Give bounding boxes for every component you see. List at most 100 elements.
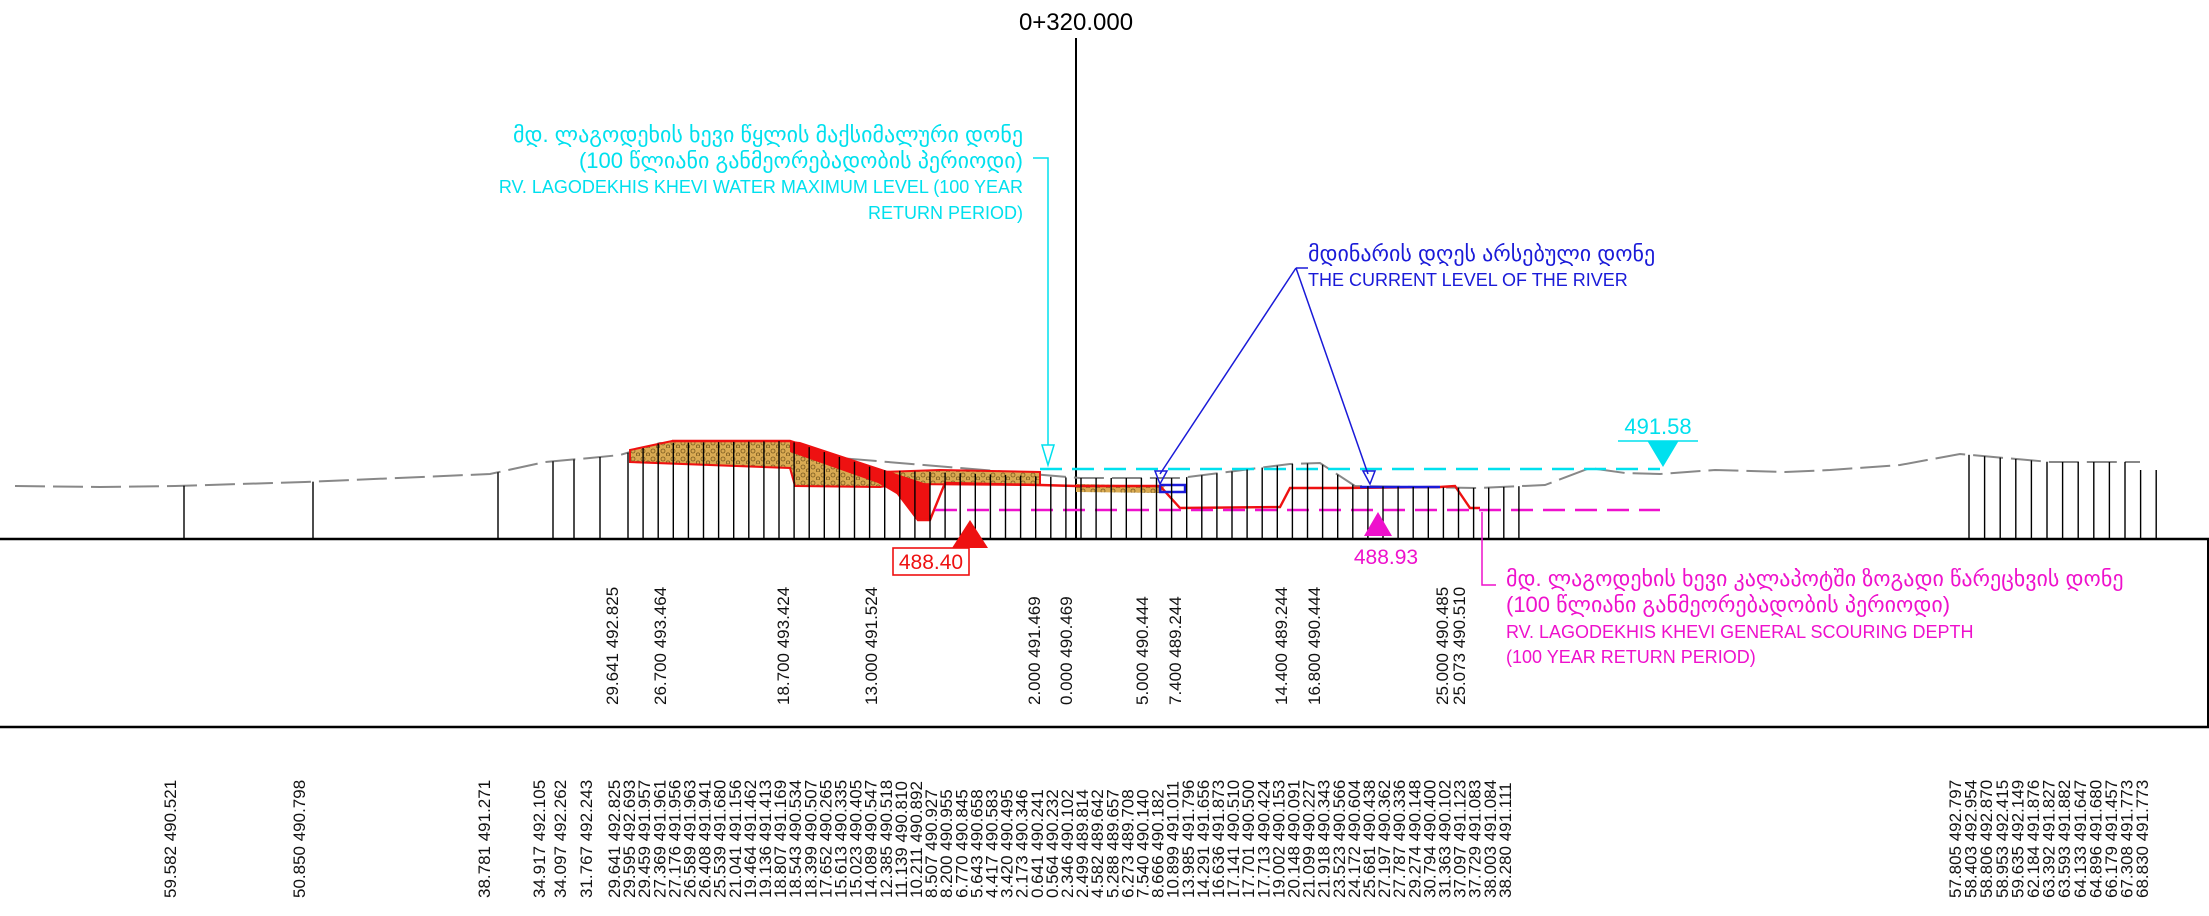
lower-column-entry: 62.184 491.876 (2024, 780, 2043, 898)
lower-column-entry: 63.392 491.827 (2040, 780, 2059, 898)
lower-column-entry: 67.308 491.773 (2118, 780, 2137, 898)
lower-column-entry: 30.794 490.400 (1420, 780, 1439, 898)
lower-column-entry: 10.211 490.892 (907, 781, 926, 898)
lower-offset-elevation-table: 59.582 490.521 50.850 490.798 38.781 491.2… (161, 780, 2152, 898)
lower-column-entry: 20.148 490.091 (1285, 780, 1304, 898)
upper-offset-elevation-table: 29.641 492.825 26.700 493.464 18.700 493.4… (603, 587, 1469, 705)
scour-marker: 488.93 (1354, 512, 1418, 569)
upper-column-entry: 25.073 490.510 (1450, 587, 1469, 705)
lower-column-entry: 18.543 490.534 (786, 780, 805, 898)
lower-column-entry: 34.917 492.105 (530, 780, 549, 898)
lower-column-entry: 4.582 489.642 (1088, 789, 1107, 898)
lower-column-entry: 27.197 490.362 (1375, 780, 1394, 898)
lower-column-entry: 26.589 491.963 (681, 780, 700, 898)
lower-column-entry: 34.097 492.262 (551, 780, 570, 898)
lower-column-entry: 19.136 491.413 (756, 780, 775, 898)
lower-column-entry: 10.899 491.011 (1164, 781, 1183, 898)
lower-column-entry: 8.666 490.182 (1149, 789, 1168, 898)
scouring-leader (1481, 512, 1496, 586)
upper-column-entry: 2.000 491.469 (1025, 596, 1044, 705)
lower-column-entry: 19.464 491.462 (741, 780, 760, 898)
lower-column-entry: 18.807 491.169 (771, 780, 790, 898)
lower-column-entry: 26.408 491.941 (696, 780, 715, 898)
lower-column-entry: 21.041 491.156 (726, 780, 745, 898)
bed-bottom-box (892, 547, 970, 576)
lower-column-entry: 0.641 490.241 (1028, 789, 1047, 898)
lower-column-entry: 7.540 490.140 (1134, 789, 1153, 898)
lower-column-entry: 58.806 492.870 (1977, 780, 1996, 898)
lower-column-entry: 25.539 491.680 (711, 780, 730, 898)
upper-column-entry: 29.641 492.825 (603, 587, 622, 705)
lower-column-entry: 17.652 490.265 (816, 780, 835, 898)
max-level-arrowhead (1040, 444, 1056, 468)
lower-column-entry: 15.613 490.335 (832, 780, 851, 898)
bed-bottom-marker: 488.40 (892, 520, 988, 576)
water-max-triangle (1647, 440, 1679, 467)
lower-column-entry: 31.767 492.243 (577, 780, 596, 898)
lower-column-entry: 66.179 491.457 (2102, 780, 2121, 898)
lower-column-entry: 29.595 492.693 (620, 780, 639, 898)
upper-column-entry: 7.400 489.244 (1166, 596, 1185, 705)
lower-column-entry: 21.099 490.227 (1300, 780, 1319, 898)
lower-column-entry: 2.346 490.102 (1058, 789, 1077, 898)
lower-column-entry: 27.176 491.956 (665, 780, 684, 898)
lower-column-entry: 59.582 490.521 (161, 780, 180, 898)
lower-column-entry: 64.896 491.680 (2086, 780, 2105, 898)
lower-column-entry: 38.003 491.084 (1481, 780, 1500, 898)
scouring-annotation: მდ. ლაგოდეხის ხევი კალაპოტში ზოგადი წარე… (1481, 512, 2124, 667)
scour-value: 488.93 (1354, 546, 1418, 569)
max-level-annotation: მდ. ლაგოდეხის ხევი წყლის მაქსიმალური დონ… (499, 122, 1056, 468)
lower-column-entry: 3.420 490.495 (998, 789, 1017, 898)
lower-column-entry: 63.593 491.882 (2055, 780, 2074, 898)
lower-column-entry: 2.173 490.346 (1013, 789, 1032, 898)
existing-ground-line (14, 441, 2140, 490)
upper-column-entry: 0.000 490.469 (1057, 596, 1076, 705)
lower-column-entry: 19.002 490.153 (1269, 780, 1288, 898)
max-level-ka-1: მდ. ლაგოდეხის ხევი წყლის მაქსიმალური დონ… (513, 122, 1023, 147)
current-level-leader-a (1159, 267, 1297, 475)
lower-column-entry: 27.787 490.336 (1390, 780, 1409, 898)
bed-bottom-triangle (952, 520, 988, 548)
lower-column-entry: 29.459 491.957 (635, 780, 654, 898)
cross-section-profile (14, 439, 2157, 539)
lower-column-entry: 0.564 490.232 (1043, 789, 1062, 898)
lower-column-entry: 21.918 490.343 (1315, 780, 1334, 898)
station-label: 0+320.000 (1019, 9, 1133, 36)
current-river-level (1158, 483, 1187, 494)
lower-column-entry: 59.635 492.149 (2008, 780, 2027, 898)
scouring-en-2: (100 YEAR RETURN PERIOD) (1506, 647, 1756, 667)
lower-column-entry: 2.499 489.814 (1073, 789, 1092, 898)
lower-column-entry: 38.280 491.111 (1496, 782, 1515, 898)
lower-column-entry: 11.139 490.810 (892, 781, 911, 898)
current-level-annotation: მდინარის დღეს არსებული დონე THE CURRENT … (1153, 241, 1655, 486)
max-level-en-1: RV. LAGODEKHIS KHEVI WATER MAXIMUM LEVEL… (499, 177, 1023, 197)
max-level-en-2: RETURN PERIOD) (868, 203, 1023, 223)
lower-column-entry: 14.089 490.547 (862, 780, 881, 898)
lower-column-entry: 68.830 491.773 (2133, 780, 2152, 898)
lower-column-entry: 6.770 490.845 (952, 789, 971, 898)
upper-column-entry: 13.000 491.524 (862, 587, 881, 705)
lower-column-entry: 8.200 490.955 (937, 789, 956, 898)
current-level-leader-b (1295, 267, 1369, 475)
lower-column-entry: 5.643 490.658 (967, 789, 986, 898)
lower-column-entry: 37.729 491.083 (1466, 780, 1485, 898)
lower-column-entry: 58.953 492.415 (1993, 780, 2012, 898)
lower-column-entry: 17.141 490.510 (1224, 780, 1243, 898)
max-level-leader (1033, 157, 1049, 445)
lower-column-entry: 12.385 490.518 (877, 780, 896, 898)
lower-column-entry: 13.985 491.796 (1179, 780, 1198, 898)
upper-column-entry: 18.700 493.424 (774, 587, 793, 705)
upper-column-entry: 25.000 490.485 (1433, 587, 1452, 705)
current-level-arrowhead-right (1361, 470, 1377, 486)
current-level-arrowhead-left (1153, 470, 1169, 486)
lower-column-entry: 57.805 492.797 (1946, 780, 1965, 898)
lower-column-entry: 14.291 491.656 (1194, 780, 1213, 898)
lower-column-entry: 23.523 490.566 (1330, 780, 1349, 898)
scouring-ka-1: მდ. ლაგოდეხის ხევი კალაპოტში ზოგადი წარე… (1506, 566, 2124, 591)
lower-column-entry: 4.417 490.583 (983, 789, 1002, 898)
lower-column-entry: 37.097 491.123 (1451, 780, 1470, 898)
lower-column-entry: 31.363 490.102 (1436, 780, 1455, 898)
lower-column-entry: 50.850 490.798 (290, 780, 309, 898)
lower-column-entry: 18.399 490.507 (801, 780, 820, 898)
